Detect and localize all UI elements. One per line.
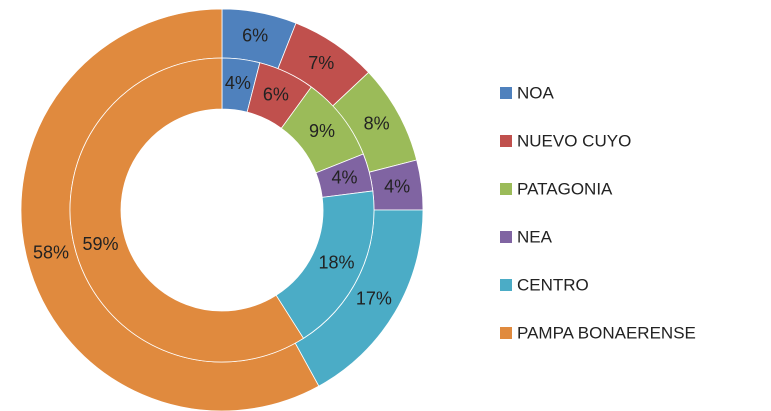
data-label: 4% bbox=[225, 73, 251, 93]
legend-swatch bbox=[500, 183, 512, 195]
legend-swatch bbox=[500, 135, 512, 147]
data-label: 9% bbox=[309, 121, 335, 141]
data-label: 58% bbox=[33, 243, 69, 263]
data-label: 4% bbox=[332, 167, 358, 187]
data-label: 7% bbox=[308, 53, 334, 73]
data-label: 6% bbox=[242, 25, 268, 45]
legend-swatch bbox=[500, 87, 512, 99]
legend-label: PATAGONIA bbox=[517, 179, 613, 198]
data-label: 18% bbox=[318, 253, 354, 273]
legend-label: NEA bbox=[517, 227, 553, 246]
legend-swatch bbox=[500, 279, 512, 291]
legend-label: NUEVO CUYO bbox=[517, 131, 631, 150]
legend-label: PAMPA BONAERENSE bbox=[517, 323, 696, 342]
legend-label: CENTRO bbox=[517, 275, 589, 294]
data-label: 8% bbox=[364, 114, 390, 134]
legend-label: NOA bbox=[517, 83, 555, 102]
legend-swatch bbox=[500, 231, 512, 243]
doughnut-segment bbox=[69, 57, 304, 363]
legend-swatch bbox=[500, 327, 512, 339]
data-label: 4% bbox=[384, 177, 410, 197]
data-label: 6% bbox=[263, 84, 289, 104]
data-label: 17% bbox=[356, 289, 392, 309]
data-label: 59% bbox=[83, 234, 119, 254]
